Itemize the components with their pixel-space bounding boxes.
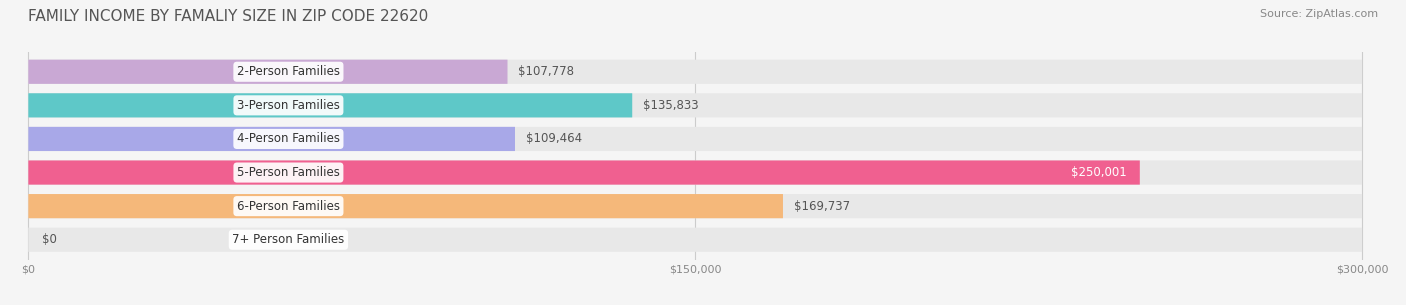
- Text: Source: ZipAtlas.com: Source: ZipAtlas.com: [1260, 9, 1378, 19]
- Text: 4-Person Families: 4-Person Families: [238, 132, 340, 145]
- Text: 2-Person Families: 2-Person Families: [238, 65, 340, 78]
- Text: $107,778: $107,778: [519, 65, 574, 78]
- Text: $250,001: $250,001: [1071, 166, 1126, 179]
- FancyBboxPatch shape: [28, 160, 1362, 185]
- FancyBboxPatch shape: [28, 93, 633, 117]
- FancyBboxPatch shape: [28, 194, 1362, 218]
- Text: $0: $0: [42, 233, 56, 246]
- FancyBboxPatch shape: [28, 194, 783, 218]
- Text: FAMILY INCOME BY FAMALIY SIZE IN ZIP CODE 22620: FAMILY INCOME BY FAMALIY SIZE IN ZIP COD…: [28, 9, 429, 24]
- Text: $109,464: $109,464: [526, 132, 582, 145]
- FancyBboxPatch shape: [28, 60, 508, 84]
- FancyBboxPatch shape: [28, 127, 515, 151]
- FancyBboxPatch shape: [28, 127, 1362, 151]
- FancyBboxPatch shape: [28, 93, 1362, 117]
- Text: 5-Person Families: 5-Person Families: [238, 166, 340, 179]
- Text: $169,737: $169,737: [793, 200, 849, 213]
- Text: 7+ Person Families: 7+ Person Families: [232, 233, 344, 246]
- Text: $135,833: $135,833: [643, 99, 699, 112]
- Text: 3-Person Families: 3-Person Families: [238, 99, 340, 112]
- Text: 6-Person Families: 6-Person Families: [238, 200, 340, 213]
- FancyBboxPatch shape: [28, 60, 1362, 84]
- FancyBboxPatch shape: [28, 160, 1140, 185]
- FancyBboxPatch shape: [28, 228, 1362, 252]
